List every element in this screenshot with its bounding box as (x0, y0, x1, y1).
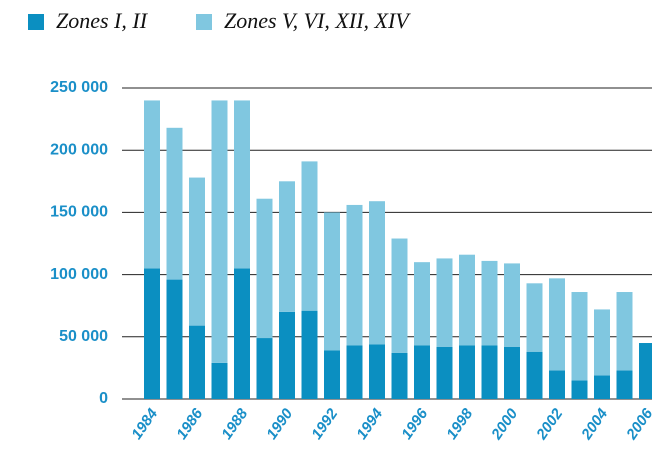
bar-segment (526, 283, 543, 352)
x-tick-label: 2006 (623, 405, 652, 443)
bar-segment (481, 345, 498, 399)
bar-segment (459, 254, 475, 346)
y-tick-label: 150 000 (50, 204, 108, 221)
legend-swatch (28, 14, 44, 30)
x-tick-label: 2000 (488, 405, 522, 443)
bar-segment (459, 345, 475, 399)
bar-segment (189, 177, 205, 326)
bar-segment (594, 309, 610, 376)
bar-segment (346, 204, 363, 346)
bar-segment (301, 310, 318, 399)
bar-segment (369, 201, 385, 345)
bar-segment (369, 344, 385, 399)
y-tick-label: 0 (99, 390, 108, 407)
bar-segment (144, 100, 160, 269)
bar-segment (391, 238, 408, 353)
bar-segment (504, 346, 520, 399)
bar-segment (481, 260, 498, 346)
bar-segment (549, 278, 565, 371)
bar-segment (234, 268, 250, 399)
bar-segment (594, 375, 610, 399)
bar-segment (324, 212, 340, 351)
bar-segment (436, 258, 453, 347)
bar-segment (346, 345, 363, 399)
bar-segment (256, 198, 273, 339)
x-tick-label: 1986 (173, 405, 206, 443)
x-tick-label: 2002 (533, 405, 567, 443)
bar-segment (616, 370, 633, 399)
bar-segment (414, 345, 430, 399)
bar-segment (414, 262, 430, 346)
x-tick-label: 1996 (398, 405, 431, 443)
bar-segment (526, 351, 543, 399)
bar-segment (279, 181, 295, 312)
x-tick-label: 1990 (263, 405, 296, 443)
bar-segment (234, 100, 250, 269)
bar-segment (504, 263, 520, 347)
x-tick-label: 1992 (308, 405, 341, 443)
x-tick-label: 1984 (128, 405, 161, 443)
x-tick-label: 1988 (218, 405, 251, 443)
bar-segment (436, 346, 453, 399)
x-tick-label: 1994 (353, 405, 386, 443)
bar-segment (571, 292, 588, 381)
bar-segment (166, 279, 183, 399)
legend-label: Zones I, II (56, 8, 149, 33)
bar-segment (391, 352, 408, 399)
bar-segment (639, 343, 652, 399)
bar-segment (189, 325, 205, 399)
bar-segment (211, 362, 228, 399)
legend-swatch (196, 14, 212, 30)
bar-segment (166, 127, 183, 280)
x-tick-label: 2004 (578, 405, 612, 443)
x-tick-label: 1998 (443, 405, 476, 443)
bar-segment (571, 380, 588, 399)
y-tick-label: 250 000 (50, 79, 108, 96)
bar-segment (301, 161, 318, 311)
bar-segment (279, 311, 295, 399)
bar-segment (324, 350, 340, 399)
bar-segment (616, 292, 633, 371)
bar-segment (549, 370, 565, 399)
legend-label: Zones V, VI, XII, XIV (224, 8, 411, 33)
bar-segment (144, 268, 160, 399)
y-tick-label: 50 000 (59, 328, 108, 345)
y-tick-label: 100 000 (50, 266, 108, 283)
bar-segment (256, 338, 273, 399)
y-tick-label: 200 000 (50, 141, 108, 158)
bar-segment (211, 100, 228, 363)
